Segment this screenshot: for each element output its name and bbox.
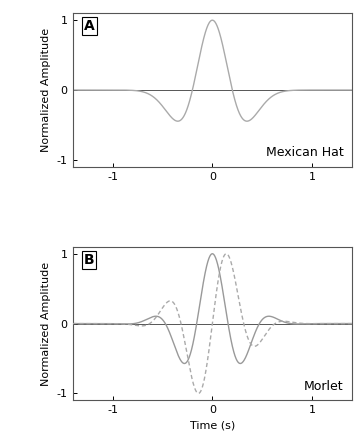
Text: B: B: [84, 253, 94, 267]
Text: Morlet: Morlet: [304, 380, 344, 393]
Y-axis label: Normalized Amplitude: Normalized Amplitude: [41, 261, 51, 385]
X-axis label: Time (s): Time (s): [190, 421, 235, 431]
Text: Mexican Hat: Mexican Hat: [266, 146, 344, 159]
Y-axis label: Normalized Amplitude: Normalized Amplitude: [41, 28, 51, 152]
Text: A: A: [84, 19, 94, 33]
